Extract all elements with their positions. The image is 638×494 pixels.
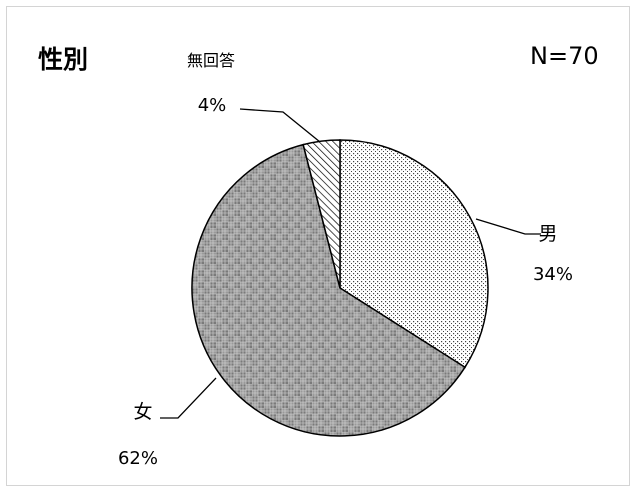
slice-percent-0: 34%	[533, 264, 573, 285]
slice-label-0: 男	[538, 223, 557, 245]
pie-slice-0	[339, 139, 489, 369]
slice-label-1: 女	[133, 401, 152, 423]
slice-percent-2: 4%	[198, 95, 227, 116]
slice-label-2: 無回答	[187, 51, 235, 70]
pie-slice-1	[191, 143, 466, 437]
sample-size-label: N=70	[530, 42, 599, 70]
slice-percent-1: 62%	[118, 448, 158, 469]
chart-title: 性別	[38, 45, 89, 74]
leader-line-1	[160, 377, 217, 419]
leader-line-0	[475, 218, 541, 235]
leader-line-2	[239, 108, 321, 143]
pie-slice-2	[302, 139, 341, 289]
